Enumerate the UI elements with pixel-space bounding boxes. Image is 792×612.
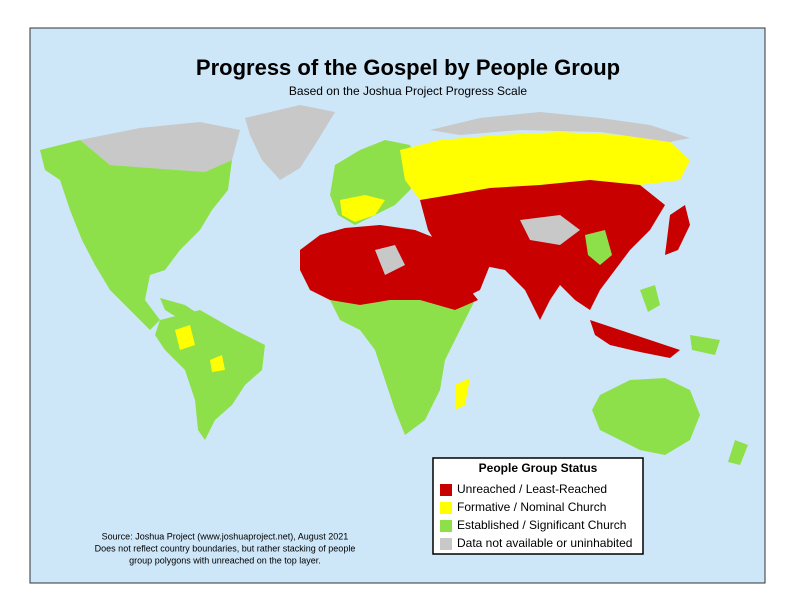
new-zealand [728,440,748,465]
legend-label: Data not available or uninhabited [457,536,632,550]
south-america-formative [175,325,225,372]
greenland [245,105,335,180]
asia [420,180,665,320]
legend-swatch [440,520,452,532]
legend-label: Formative / Nominal Church [457,500,606,514]
legend: People Group Status Unreached / Least-Re… [432,457,644,555]
legend-title: People Group Status [479,461,598,475]
legend-swatch [440,502,452,514]
arctic-canada [80,122,240,172]
map-subtitle: Based on the Joshua Project Progress Sca… [289,84,527,98]
legend-label: Unreached / Least-Reached [457,482,607,496]
africa-south [330,300,475,435]
europe-formative [340,195,385,222]
source-line: Source: Joshua Project (www.joshuaprojec… [102,531,349,541]
legend-items: Unreached / Least-Reached Formative / Nom… [440,482,632,550]
tibet [520,215,580,245]
legend-label: Established / Significant Church [457,518,626,532]
philippines-png [640,285,720,355]
indonesia [590,320,680,358]
legend-swatch [440,538,452,550]
map-title: Progress of the Gospel by People Group [196,55,620,80]
land [40,105,748,465]
source-line: Does not reflect country boundaries, but… [95,543,356,553]
japan [665,205,690,255]
source-line: group polygons with unreached on the top… [129,555,321,565]
sahara [375,245,405,275]
legend-box [432,457,644,555]
russia [400,132,690,200]
china-church [585,230,612,265]
arctic-russia [430,112,690,142]
australia [592,378,700,455]
arabia [430,245,490,300]
legend-swatch [440,484,452,496]
madagascar [455,378,470,410]
north-america [40,140,232,330]
source-note: Source: Joshua Project (www.joshuaprojec… [95,531,356,565]
